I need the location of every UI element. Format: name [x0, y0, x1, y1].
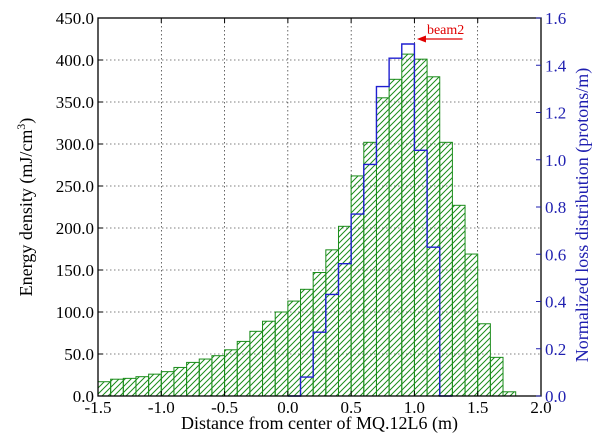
y-right-axis-title: Normalized loss distribution (protons/m)	[572, 68, 593, 362]
y-left-title-main: Energy density (mJ/cm	[16, 130, 37, 297]
energy-bar	[236, 340, 251, 397]
energy-bar	[198, 358, 213, 397]
y-right-tick-label: 0.8	[545, 198, 566, 217]
x-tick-label: -1.0	[148, 398, 175, 417]
energy-bar	[325, 249, 339, 397]
energy-bar	[477, 323, 491, 397]
x-tick-label: -0.5	[211, 398, 238, 417]
energy-bar	[224, 349, 238, 397]
y-left-tick-label: 350.0	[56, 93, 94, 112]
energy-bar	[262, 320, 276, 397]
energy-bar	[337, 225, 352, 397]
y-right-tick-label: 1.2	[545, 104, 566, 123]
y-left-tick-label: 150.0	[56, 261, 94, 280]
energy-bar	[148, 373, 162, 397]
energy-bar	[375, 97, 390, 397]
x-axis-title: Distance from center of MQ.12L6 (m)	[181, 413, 458, 434]
y-right-tick-labels: 0.0 0.2 0.4 0.6 0.8 1.0 1.2 1.4 1.6	[536, 9, 567, 406]
energy-bar	[110, 378, 124, 397]
y-right-tick-label: 1.6	[545, 9, 566, 28]
energy-bar	[464, 253, 479, 397]
beam2-label: beam2	[427, 23, 464, 38]
energy-bar	[135, 376, 150, 397]
energy-bar	[413, 58, 428, 397]
x-tick-labels: -1.5 -1.0 -0.5 0.0 0.5 1.0 1.5 2.0	[85, 18, 552, 417]
y-right-tick-label: 1.0	[545, 151, 566, 170]
energy-bar	[426, 76, 441, 397]
beam2-annotation: beam2	[416, 23, 464, 43]
y-left-tick-label: 100.0	[56, 303, 94, 322]
y-right-tick-label: 0.0	[545, 387, 566, 406]
y-left-tick-label: 50.0	[64, 345, 94, 364]
energy-bar	[312, 272, 327, 397]
y-left-tick-label: 300.0	[56, 135, 94, 154]
x-tick-label: 0.0	[277, 398, 298, 417]
energy-bar	[489, 356, 504, 397]
y-left-tick-label: 0.0	[73, 387, 94, 406]
y-left-tick-label: 200.0	[56, 219, 94, 238]
energy-bar	[173, 366, 188, 397]
y-left-tick-label: 250.0	[56, 177, 94, 196]
energy-bar	[363, 141, 377, 397]
y-right-tick-label: 1.4	[545, 56, 567, 75]
y-right-tick-label: 0.6	[545, 245, 566, 264]
energy-bar	[300, 288, 314, 397]
y-left-axis-title: Energy density (mJ/cm3)	[14, 118, 37, 297]
energy-bar	[451, 204, 466, 397]
energy-bar	[122, 377, 137, 397]
y-left-title-end: )	[16, 118, 37, 124]
x-tick-label: 2.0	[530, 398, 551, 417]
x-tick-label: -1.5	[85, 398, 112, 417]
y-left-tick-label: 400.0	[56, 51, 94, 70]
x-tick-label: 0.5	[341, 398, 362, 417]
y-left-tick-labels: 0.0 50.0 100.0 150.0 200.0 250.0 300.0 350.0 400…	[56, 9, 103, 406]
energy-bar	[388, 78, 403, 397]
energy-bar	[211, 355, 226, 397]
energy-density-bars	[97, 53, 517, 397]
energy-bar	[97, 381, 112, 397]
y-right-tick-label: 0.4	[545, 293, 567, 312]
energy-bar	[350, 175, 365, 397]
energy-bar	[249, 330, 264, 397]
y-left-tick-label: 450.0	[56, 9, 94, 28]
energy-bar	[401, 53, 415, 397]
loss-distribution-line	[287, 43, 453, 397]
y-right-tick-label: 0.2	[545, 340, 566, 359]
energy-bar	[160, 371, 175, 397]
energy-bar	[439, 141, 453, 397]
energy-bar	[274, 311, 289, 397]
energy-bar	[186, 361, 200, 397]
energy-bar	[287, 300, 302, 397]
beam2-arrowhead	[416, 35, 426, 43]
x-tick-label: 1.0	[404, 398, 425, 417]
y-left-title-sup: 3	[14, 124, 28, 130]
x-tick-label: 1.5	[467, 398, 488, 417]
